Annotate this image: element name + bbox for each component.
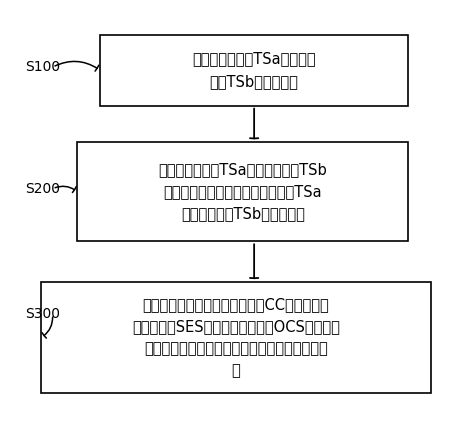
Text: S100: S100 — [25, 60, 60, 74]
FancyBboxPatch shape — [41, 282, 431, 393]
Text: 根据所述功率信息，中央控制器CC控制穿越功
率利用装置SES对双边供电牵引网OCS穿越功率
进行利用，使得返回电网的穿越功率满足预设要
求: 根据所述功率信息，中央控制器CC控制穿越功 率利用装置SES对双边供电牵引网OC… — [132, 297, 340, 379]
Text: S300: S300 — [25, 307, 60, 321]
FancyBboxPatch shape — [77, 142, 408, 241]
FancyBboxPatch shape — [100, 35, 408, 105]
Text: 根据牵引变电所TSa和牵引变电所TSb
的电量信息，计算得到牵引变电所TSa
和牵引变电所TSb的功率信息: 根据牵引变电所TSa和牵引变电所TSb 的电量信息，计算得到牵引变电所TSa 和… — [159, 162, 327, 222]
Text: 检测牵引变电所TSa和牵引变
电所TSb的电量信息: 检测牵引变电所TSa和牵引变 电所TSb的电量信息 — [192, 51, 316, 89]
Text: S200: S200 — [25, 182, 60, 196]
